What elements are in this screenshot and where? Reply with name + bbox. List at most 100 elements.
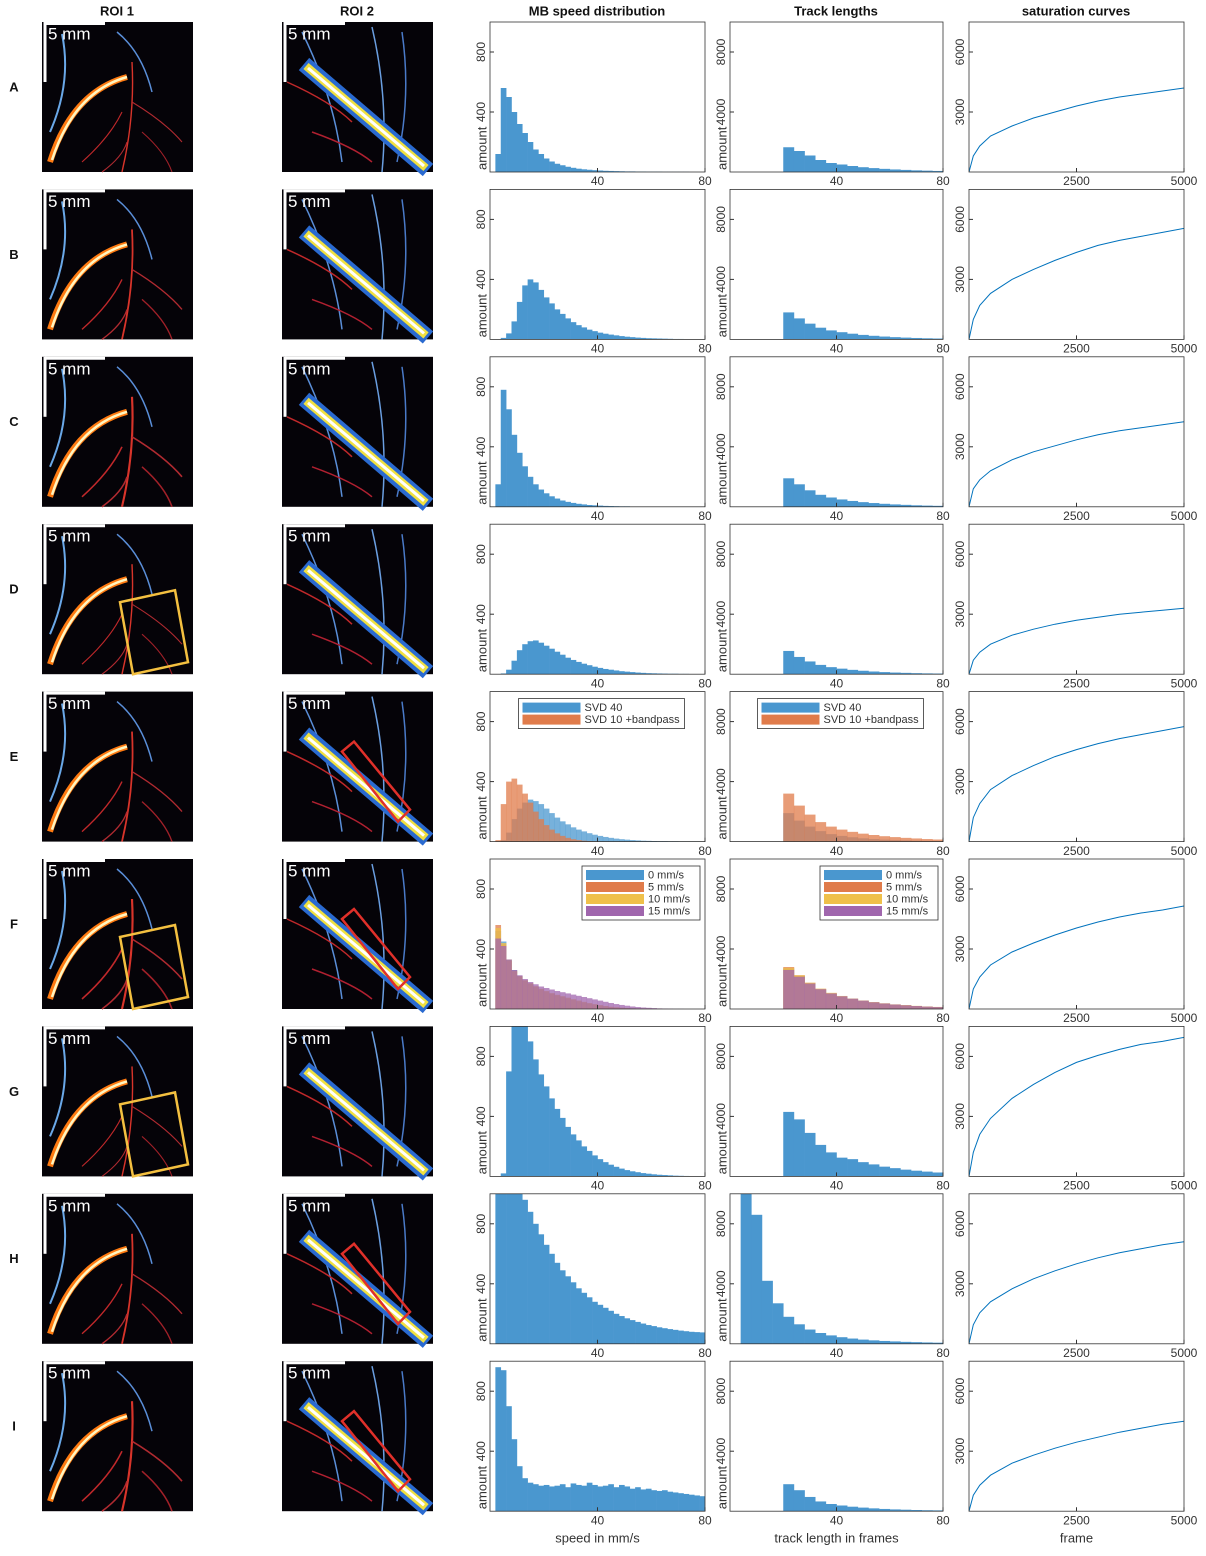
y-tick-label: 8000 [714, 38, 728, 65]
histogram-bar [858, 335, 869, 340]
histogram-bar [506, 1406, 512, 1511]
scale-label: 5 mm [48, 1029, 91, 1048]
x-tick-label: 5000 [1171, 844, 1198, 858]
histogram-bar [678, 1331, 684, 1344]
histogram-bar [879, 1003, 890, 1009]
x-tick-label: 40 [591, 1179, 605, 1193]
histogram-bar [879, 169, 890, 172]
histogram-bar [805, 1330, 816, 1344]
histogram-bar [506, 333, 512, 339]
histogram-bar [858, 502, 869, 507]
y-tick-label: 3000 [953, 433, 967, 460]
histogram-bar [678, 1493, 684, 1511]
histogram-bar [512, 112, 518, 172]
x-tick-label: 5000 [1171, 676, 1198, 690]
histogram-bar [741, 1164, 752, 1344]
y-tick-label: 4000 [714, 1270, 728, 1297]
histogram-bar [501, 1171, 507, 1344]
histogram-bar [565, 502, 571, 507]
histogram-bar [555, 1263, 561, 1344]
histogram-bar [598, 668, 604, 674]
histogram-bar [603, 837, 609, 842]
histogram-bar [603, 1002, 609, 1009]
histogram-bar [783, 794, 794, 842]
histogram-bar [592, 999, 598, 1009]
x-tick-label: 80 [698, 1011, 712, 1025]
x-tick-label: 5000 [1171, 342, 1198, 356]
histogram-bar [592, 1485, 598, 1511]
histogram-bar [517, 785, 523, 842]
row-label: D [9, 582, 18, 597]
histogram-bar [826, 667, 837, 674]
line [969, 88, 1184, 172]
histogram-bar [581, 1293, 587, 1344]
histogram-bar [667, 1492, 673, 1512]
histogram-bar [565, 1487, 571, 1511]
histogram-bar [571, 1483, 577, 1511]
histogram-bar [512, 970, 518, 1009]
axes-box [730, 357, 943, 507]
histogram-bar [815, 822, 826, 842]
histogram-bar [587, 833, 593, 841]
y-axis-label: amount [714, 294, 729, 338]
histogram-bar [837, 165, 848, 173]
histogram-bar [522, 1200, 528, 1344]
x-tick-label: 40 [830, 1011, 844, 1025]
scale-label: 5 mm [288, 861, 331, 880]
histogram-bar [900, 1005, 911, 1009]
x-tick-label: 40 [830, 676, 844, 690]
y-tick-label: 8000 [714, 1043, 728, 1070]
histogram-bar [667, 1329, 673, 1344]
legend-label: SVD 40 [824, 702, 862, 714]
plot [969, 228, 1184, 339]
histogram-bar [630, 1489, 636, 1512]
histogram-bar [538, 290, 544, 340]
y-tick-label: 4000 [714, 1103, 728, 1130]
histogram-bar [794, 318, 805, 339]
y-tick-label: 400 [474, 1273, 488, 1293]
histogram-bar [555, 1486, 561, 1512]
histogram-bar [501, 88, 507, 172]
histogram-bar [571, 995, 577, 1009]
histogram-bar [560, 655, 566, 675]
plot [783, 651, 943, 674]
scale-label: 5 mm [288, 359, 331, 378]
histogram-bar [794, 1324, 805, 1344]
histogram-bar [603, 1162, 609, 1176]
scale-label: 5 mm [48, 359, 91, 378]
histogram-bar [598, 1486, 604, 1511]
histogram-bar [815, 1333, 826, 1344]
histogram-bar [879, 1341, 890, 1344]
axes-box [730, 1361, 943, 1511]
legend-swatch [762, 715, 820, 725]
y-tick-label: 800 [474, 544, 488, 564]
histogram-bar [879, 504, 890, 507]
histogram-bar [506, 1071, 512, 1176]
y-axis-label: amount [714, 796, 729, 840]
histogram-bar [794, 1119, 805, 1176]
line [969, 1242, 1184, 1344]
plot [783, 147, 943, 172]
line [969, 608, 1184, 674]
histogram-bar [522, 644, 528, 674]
histogram-bar [571, 1134, 577, 1176]
y-axis-label: amount [474, 1298, 489, 1342]
histogram-bar [608, 335, 614, 340]
histogram-bar [576, 1140, 582, 1176]
histogram-bar [868, 168, 879, 172]
plot [969, 422, 1184, 507]
histogram-bar [544, 1086, 550, 1176]
y-tick-label: 4000 [714, 935, 728, 962]
histogram-bar [868, 1002, 879, 1009]
row-label: I [12, 1419, 16, 1434]
plot [969, 88, 1184, 172]
scale-label: 5 mm [48, 1196, 91, 1215]
x-tick-label: 80 [936, 342, 950, 356]
histogram-bar [684, 1494, 690, 1511]
y-tick-label: 400 [474, 604, 488, 624]
histogram-bar [879, 1167, 890, 1177]
histogram-bar [783, 312, 794, 339]
histogram-bar [868, 1508, 879, 1511]
histogram-bar [890, 1005, 901, 1010]
axes-box [969, 357, 1184, 507]
